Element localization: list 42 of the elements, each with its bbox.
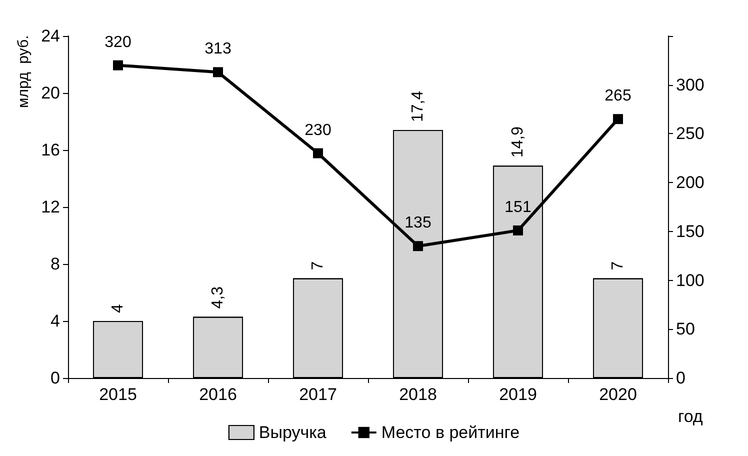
data-label: 265 xyxy=(604,88,632,105)
data-label: 135 xyxy=(404,214,432,232)
data-label: 4,3 xyxy=(210,286,226,309)
data-label: 151 xyxy=(504,198,532,216)
y-tick-label: 8 xyxy=(50,254,60,274)
y-axis-title: млрд руб. xyxy=(15,35,32,108)
y-tick-label: 24 xyxy=(41,26,60,46)
data-label: 4 xyxy=(110,304,126,313)
point xyxy=(113,60,123,70)
data-label: 313 xyxy=(204,40,232,58)
data-label: 7 xyxy=(610,261,626,270)
x-tick-label: 2016 xyxy=(199,385,237,404)
data-label: 230 xyxy=(304,122,332,139)
x-axis-title: год xyxy=(678,407,703,426)
y2-tick-label: 300 xyxy=(676,75,704,94)
x-tick-label: 2017 xyxy=(299,385,337,404)
point xyxy=(413,241,423,252)
legend-label: Выручка xyxy=(258,423,327,442)
x-tick-label: 2015 xyxy=(99,385,137,404)
data-label: 14,9 xyxy=(510,126,526,158)
point xyxy=(213,67,223,78)
data-label: 320 xyxy=(104,34,132,51)
x-tick-label: 2020 xyxy=(599,385,637,404)
legend-label: Место в рейтинге xyxy=(381,423,520,442)
y-tick-label: 20 xyxy=(41,84,60,102)
y2-tick-label: 50 xyxy=(676,320,695,339)
point xyxy=(513,225,523,236)
y-tick-label: 12 xyxy=(41,198,60,216)
y2-tick-label: 150 xyxy=(676,222,704,241)
point xyxy=(313,148,323,158)
y-tick-label: 16 xyxy=(41,140,60,160)
y-tick-label: 0 xyxy=(50,368,60,388)
data-label: 7 xyxy=(310,261,326,270)
y2-tick-label: 100 xyxy=(676,270,704,290)
point xyxy=(613,114,623,124)
x-tick-label: 2018 xyxy=(399,385,437,404)
data-label: 17,4 xyxy=(410,90,426,122)
x-tick-label: 2019 xyxy=(499,385,537,404)
y-tick-label: 4 xyxy=(50,312,60,330)
y2-tick-label: 200 xyxy=(676,173,704,192)
y2-tick-label: 0 xyxy=(676,368,686,388)
y2-tick-label: 250 xyxy=(676,124,704,144)
